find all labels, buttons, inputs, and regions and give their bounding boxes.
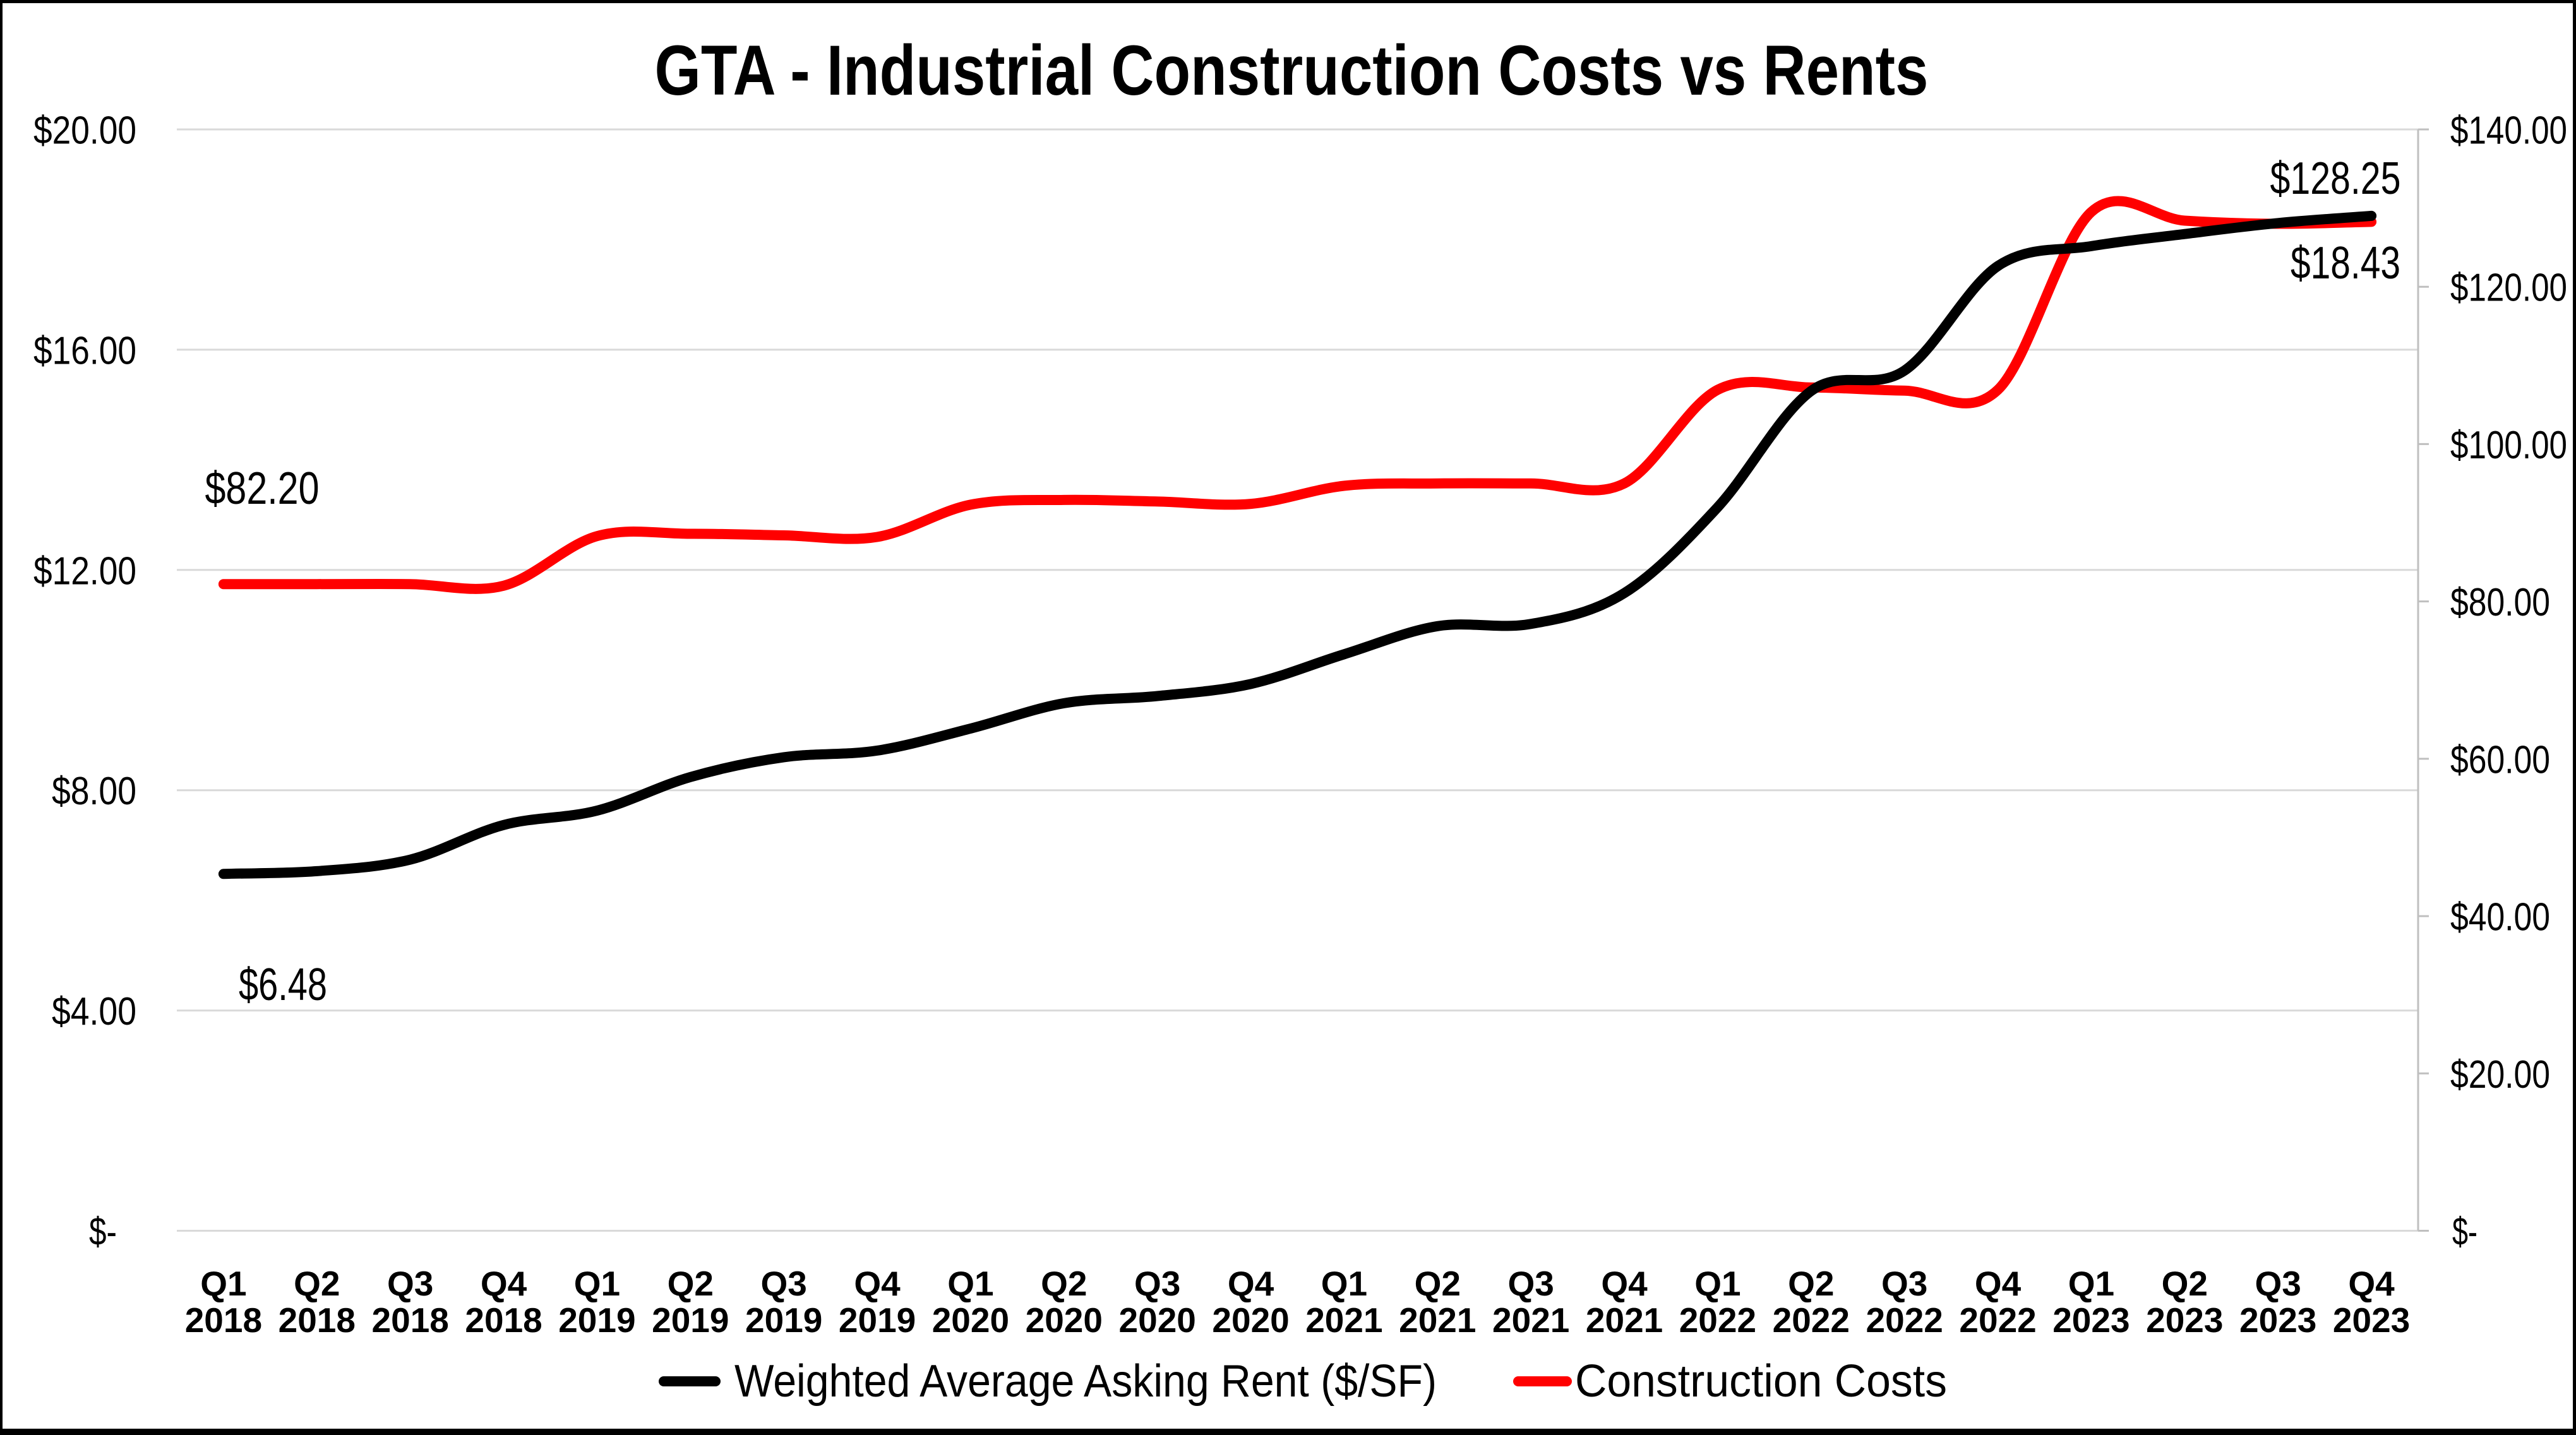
svg-text:2019: 2019 [745, 1301, 822, 1340]
svg-text:$12.00: $12.00 [33, 549, 136, 593]
svg-text:$16.00: $16.00 [33, 329, 136, 372]
svg-text:2018: 2018 [185, 1301, 262, 1340]
svg-text:2022: 2022 [1679, 1301, 1756, 1340]
svg-text:Construction Costs: Construction Costs [1575, 1356, 1947, 1407]
svg-text:Q2: Q2 [668, 1264, 714, 1303]
svg-text:2023: 2023 [2052, 1301, 2130, 1340]
svg-text:Q4: Q4 [2348, 1264, 2395, 1303]
svg-text:2022: 2022 [1959, 1301, 2036, 1340]
svg-text:Q2: Q2 [294, 1264, 340, 1303]
svg-text:Weighted Average Asking Rent (: Weighted Average Asking Rent ($/SF) [734, 1356, 1437, 1407]
svg-text:2021: 2021 [1305, 1301, 1382, 1340]
svg-text:2018: 2018 [465, 1301, 542, 1340]
svg-text:$128.25: $128.25 [2270, 153, 2401, 204]
svg-text:$8.00: $8.00 [52, 770, 136, 813]
svg-text:$6.48: $6.48 [239, 960, 327, 1010]
svg-text:Q4: Q4 [481, 1264, 527, 1303]
svg-text:Q1: Q1 [574, 1264, 620, 1303]
svg-text:2020: 2020 [1026, 1301, 1103, 1340]
svg-text:$18.43: $18.43 [2291, 238, 2400, 289]
svg-text:Q3: Q3 [1134, 1264, 1180, 1303]
svg-text:$20.00: $20.00 [2450, 1053, 2550, 1097]
svg-text:$140.00: $140.00 [2450, 109, 2567, 153]
svg-text:Q3: Q3 [2255, 1264, 2301, 1303]
svg-text:$40.00: $40.00 [2450, 896, 2550, 939]
svg-text:2018: 2018 [372, 1301, 449, 1340]
svg-text:Q1: Q1 [200, 1264, 246, 1303]
svg-text:Q1: Q1 [1321, 1264, 1367, 1303]
svg-text:Q3: Q3 [1881, 1264, 1927, 1303]
svg-text:2022: 2022 [1773, 1301, 1850, 1340]
svg-text:Q2: Q2 [2162, 1264, 2208, 1303]
svg-text:Q3: Q3 [1508, 1264, 1554, 1303]
svg-text:2020: 2020 [1212, 1301, 1289, 1340]
svg-text:Q4: Q4 [1601, 1264, 1648, 1303]
svg-text:$80.00: $80.00 [2450, 581, 2550, 624]
svg-text:2019: 2019 [558, 1301, 635, 1340]
svg-text:2022: 2022 [1866, 1301, 1943, 1340]
svg-text:2020: 2020 [932, 1301, 1009, 1340]
svg-text:GTA - Industrial Construction: GTA - Industrial Construction Costs vs R… [655, 31, 1929, 110]
svg-text:2021: 2021 [1399, 1301, 1476, 1340]
svg-text:2020: 2020 [1119, 1301, 1196, 1340]
svg-text:2021: 2021 [1586, 1301, 1663, 1340]
svg-text:$20.00: $20.00 [33, 109, 136, 153]
svg-text:Q2: Q2 [1415, 1264, 1461, 1303]
svg-text:Q4: Q4 [1975, 1264, 2022, 1303]
svg-text:2021: 2021 [1492, 1301, 1569, 1340]
svg-text:Q1: Q1 [2068, 1264, 2114, 1303]
svg-text:$100.00: $100.00 [2450, 424, 2567, 467]
svg-text:2019: 2019 [839, 1301, 916, 1340]
svg-text:$60.00: $60.00 [2450, 738, 2550, 782]
svg-text:Q3: Q3 [761, 1264, 807, 1303]
svg-text:Q2: Q2 [1788, 1264, 1834, 1303]
svg-text:Q2: Q2 [1041, 1264, 1087, 1303]
svg-text:Q1: Q1 [1694, 1264, 1740, 1303]
svg-text:Q4: Q4 [854, 1264, 901, 1303]
svg-text:Q4: Q4 [1228, 1264, 1274, 1303]
svg-text:Q3: Q3 [387, 1264, 433, 1303]
svg-text:$82.20: $82.20 [205, 463, 320, 514]
svg-text:$-: $- [89, 1210, 117, 1254]
svg-text:$120.00: $120.00 [2450, 266, 2567, 310]
svg-text:2019: 2019 [652, 1301, 729, 1340]
svg-text:$-: $- [2452, 1210, 2477, 1254]
svg-text:2018: 2018 [279, 1301, 356, 1340]
svg-text:$4.00: $4.00 [52, 990, 136, 1033]
svg-text:2023: 2023 [2146, 1301, 2223, 1340]
svg-text:2023: 2023 [2239, 1301, 2316, 1340]
svg-text:2023: 2023 [2333, 1301, 2410, 1340]
svg-text:Q1: Q1 [947, 1264, 993, 1303]
